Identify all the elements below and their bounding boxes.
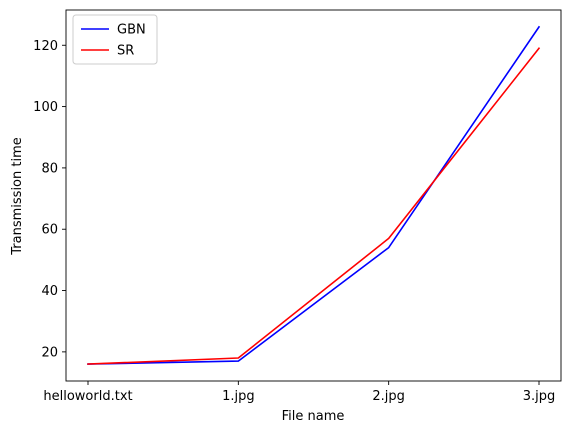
y-tick-label: 80 — [41, 161, 58, 176]
series-line-gbn — [87, 25, 541, 365]
x-tick-label: helloworld.txt — [43, 389, 132, 404]
y-tick-label: 40 — [41, 284, 58, 299]
x-tick-label: 2.jpg — [372, 389, 405, 404]
x-tick-label: 3.jpg — [523, 389, 556, 404]
axes-layer: helloworld.txt 1.jpg 2.jpg 3.jpg 20 40 60 80 100… — [33, 9, 562, 404]
y-tick-label: 120 — [33, 39, 58, 54]
legend-box — [72, 14, 158, 65]
y-axis-label: Transmission time — [10, 137, 25, 255]
legend-label-gbn: GBN — [117, 23, 146, 38]
series-line-sr — [87, 47, 541, 365]
x-axis-label: File name — [282, 409, 345, 424]
x-tick-label: 1.jpg — [222, 389, 255, 404]
legend: GBN SR — [72, 14, 158, 65]
plot-area — [66, 10, 561, 381]
y-tick-label: 100 — [33, 100, 58, 115]
legend-label-sr: SR — [117, 44, 134, 59]
y-tick-label: 60 — [41, 223, 58, 238]
series-layer — [87, 25, 541, 365]
axes-frame — [65, 9, 562, 382]
y-tick-label: 20 — [41, 345, 58, 360]
plot-area-layer — [66, 10, 561, 381]
